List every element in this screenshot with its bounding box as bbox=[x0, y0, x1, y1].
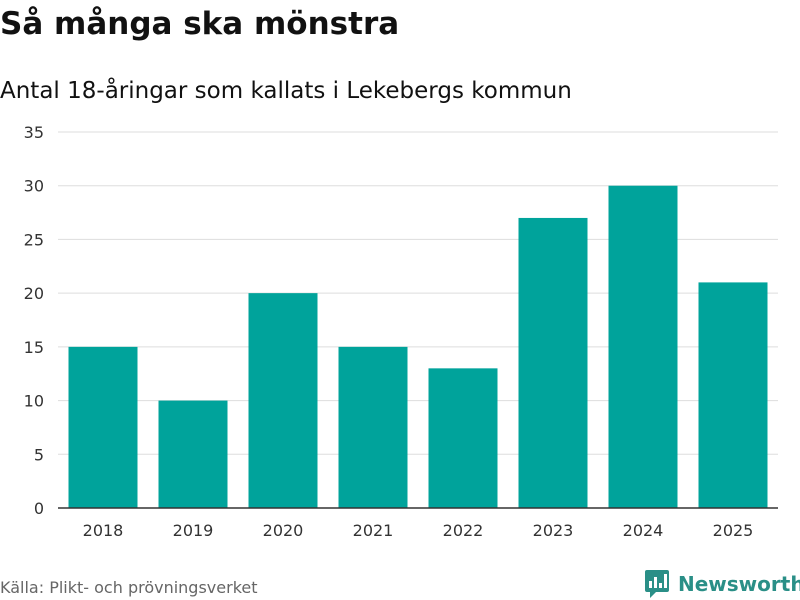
x-tick-label: 2025 bbox=[713, 521, 754, 540]
bar-2022 bbox=[428, 368, 498, 508]
x-tick-label: 2019 bbox=[173, 521, 214, 540]
y-tick-label: 15 bbox=[24, 338, 44, 357]
x-tick-label: 2023 bbox=[533, 521, 574, 540]
bar-2024 bbox=[608, 185, 678, 508]
x-tick-label: 2024 bbox=[623, 521, 664, 540]
chart-title: Så många ska mönstra bbox=[0, 6, 400, 42]
y-tick-label: 25 bbox=[24, 230, 44, 249]
x-tick-label: 2022 bbox=[443, 521, 484, 540]
y-tick-label: 10 bbox=[24, 392, 44, 411]
bar-2018 bbox=[68, 346, 138, 508]
y-tick-label: 5 bbox=[34, 445, 44, 464]
chart-subtitle: Antal 18-åringar som kallats i Lekebergs… bbox=[0, 78, 572, 104]
x-tick-label: 2020 bbox=[263, 521, 304, 540]
x-tick-label: 2018 bbox=[83, 521, 124, 540]
bar-2020 bbox=[248, 293, 318, 508]
brand-logo[interactable]: Newsworthy bbox=[644, 568, 800, 600]
y-tick-label: 0 bbox=[34, 499, 44, 518]
bars bbox=[68, 185, 768, 508]
y-tick-label: 20 bbox=[24, 284, 44, 303]
source-note: Källa: Plikt- och prövningsverket bbox=[0, 578, 258, 597]
bar-2021 bbox=[338, 346, 408, 508]
brand-name: Newsworthy bbox=[678, 572, 800, 596]
y-tick-label: 35 bbox=[24, 123, 44, 142]
bar-2025 bbox=[698, 282, 768, 508]
bar-2019 bbox=[158, 400, 228, 508]
x-tick-label: 2021 bbox=[353, 521, 394, 540]
newsworthy-logo-icon bbox=[645, 570, 669, 598]
y-tick-label: 30 bbox=[24, 177, 44, 196]
bar-2023 bbox=[518, 217, 588, 508]
